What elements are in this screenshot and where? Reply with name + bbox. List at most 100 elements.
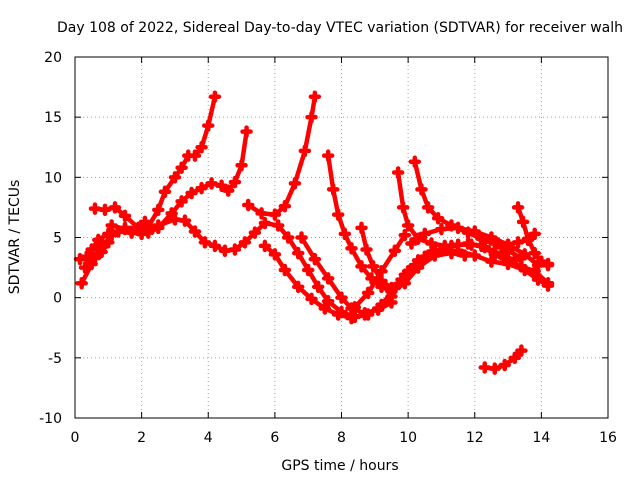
x-tick-label: 16 (599, 430, 617, 446)
data-series-track-3 (105, 90, 222, 237)
data-point-marker (105, 219, 118, 232)
data-series-track-10 (391, 166, 521, 267)
data-point-marker (268, 208, 282, 221)
data-point-marker (478, 361, 491, 374)
data-point-marker (321, 295, 335, 308)
data-series-track-9 (348, 228, 412, 314)
data-point-marker (78, 261, 92, 274)
data-point-marker (468, 249, 481, 262)
data-point-marker (445, 246, 458, 260)
data-point-marker (98, 203, 112, 217)
data-point-marker (205, 177, 218, 190)
data-point-marker (361, 286, 375, 300)
data-point-marker (178, 214, 192, 227)
data-point-marker (518, 248, 531, 261)
data-point-marker (165, 207, 178, 220)
data-point-marker (235, 159, 248, 172)
data-point-marker (118, 209, 132, 223)
data-point-marker (418, 227, 432, 241)
x-tick-label: 0 (71, 430, 80, 446)
data-point-marker (102, 236, 115, 249)
data-point-marker (321, 149, 335, 162)
data-point-marker (405, 237, 418, 250)
data-point-marker (188, 149, 202, 162)
data-point-marker (152, 203, 165, 217)
y-axis-label: SDTVAR / TECUs (7, 180, 23, 295)
data-series-track-14 (511, 201, 555, 271)
data-point-marker (435, 222, 448, 236)
data-point-marker (152, 221, 165, 235)
data-point-marker (348, 301, 362, 314)
data-point-marker (301, 263, 315, 277)
x-tick-label: 8 (337, 430, 346, 446)
data-point-marker (511, 201, 525, 214)
data-point-marker (175, 195, 188, 208)
data-point-marker (355, 221, 368, 235)
data-point-marker (485, 255, 498, 268)
data-point-marker (271, 219, 285, 232)
data-point-marker (92, 233, 105, 247)
data-point-marker (321, 272, 335, 285)
data-point-marker (291, 280, 305, 294)
data-point-marker (415, 183, 428, 196)
y-tick-label: 20 (44, 50, 62, 66)
y-tick-label: 5 (53, 231, 62, 247)
data-point-marker (305, 292, 318, 306)
data-point-marker (108, 201, 122, 214)
data-point-marker (112, 225, 125, 238)
data-series-track-6 (295, 231, 398, 320)
data-point-marker (195, 181, 208, 195)
chart-title: Day 108 of 2022, Sidereal Day-to-day VTE… (57, 20, 623, 36)
data-point-marker (345, 242, 358, 255)
data-point-marker (451, 221, 465, 235)
x-tick-label: 4 (204, 430, 213, 446)
data-point-marker (298, 144, 312, 158)
data-point-marker (528, 246, 541, 260)
data-series-track-16 (78, 215, 152, 274)
data-series-group (73, 90, 555, 375)
data-point-marker (425, 237, 438, 250)
data-point-marker (508, 254, 521, 267)
data-point-marker (88, 202, 102, 215)
x-tick-label: 2 (137, 430, 146, 446)
data-point-marker (281, 231, 295, 244)
data-point-marker (88, 251, 102, 265)
x-tick-label: 14 (532, 430, 550, 446)
data-point-marker (215, 179, 228, 193)
data-point-marker (248, 226, 262, 239)
x-axis-label: GPS time / hours (281, 458, 398, 474)
data-point-marker (75, 276, 88, 290)
data-point-marker (371, 303, 385, 316)
data-point-marker (195, 141, 208, 154)
data-point-marker (491, 237, 505, 250)
data-point-marker (501, 238, 515, 251)
data-point-marker (228, 243, 242, 256)
data-point-marker (240, 125, 253, 138)
data-point-marker (360, 243, 373, 256)
y-tick-label: -5 (48, 351, 62, 367)
data-series-track-2 (88, 125, 253, 239)
data-point-marker (408, 155, 422, 168)
data-point-marker (85, 243, 98, 256)
data-point-marker (516, 215, 530, 229)
data-point-marker (185, 186, 198, 200)
data-point-marker (338, 227, 352, 241)
series-line (409, 225, 551, 268)
data-point-marker (95, 245, 108, 259)
data-point-marker (511, 236, 525, 249)
y-tick-label: -10 (39, 411, 62, 427)
data-point-marker (258, 216, 272, 230)
axis-ticks: 0 2 4 6 8 10 12 14 16 -10 -5 0 5 10 15 20 (39, 50, 617, 446)
data-point-marker (358, 307, 372, 320)
data-point-marker (451, 238, 465, 251)
data-point-marker (268, 248, 282, 261)
data-point-marker (228, 175, 242, 189)
data-point-marker (241, 198, 255, 212)
data-point-marker (388, 244, 402, 257)
data-point-marker (202, 119, 215, 132)
data-point-marker (198, 236, 212, 249)
data-point-marker (258, 239, 272, 253)
data-point-marker (495, 248, 508, 261)
data-point-marker (515, 344, 528, 357)
